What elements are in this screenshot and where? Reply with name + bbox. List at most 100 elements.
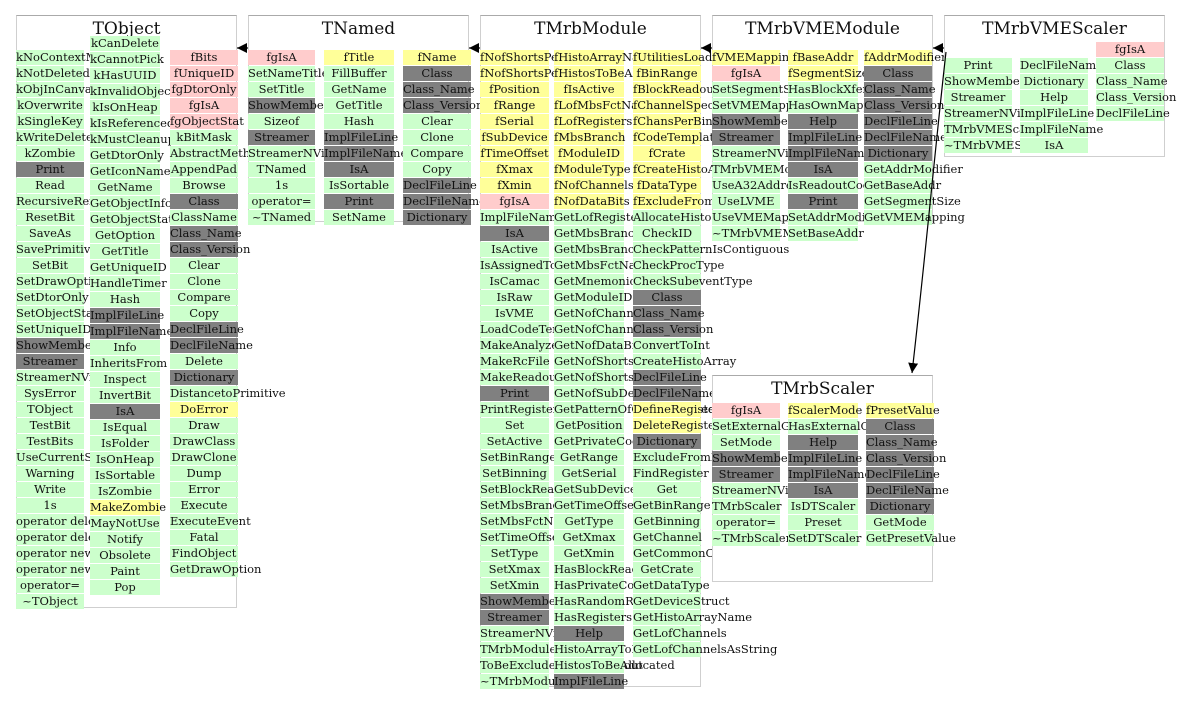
member-setactive: SetActive — [480, 434, 549, 449]
member-isonheap: IsOnHeap — [90, 452, 160, 467]
member-ftimeoffset: fTimeOffset — [480, 146, 549, 161]
member-dictionary: Dictionary — [864, 146, 932, 161]
member-showmembers: ShowMembers — [16, 338, 104, 353]
class-title: TMrbScaler — [771, 379, 874, 399]
member-fgisa: fgIsA — [712, 66, 780, 81]
member-getname: GetName — [90, 180, 160, 195]
member-fsegmentsize: fSegmentSize — [788, 66, 869, 81]
member-fbinrange: fBinRange — [633, 66, 701, 81]
member-notify: Notify — [90, 532, 160, 547]
member-column: fName Class Class_Name Class_Version Clear Cl… — [403, 50, 486, 226]
member-class-name: Class_Name — [170, 226, 242, 241]
member-setsegmentsize: SetSegmentSize — [712, 82, 808, 97]
member-tnamed: TNamed — [248, 162, 315, 177]
member-declfileline: DeclFileLine — [1096, 106, 1170, 121]
member-kisonheap: kIsOnHeap — [90, 100, 160, 115]
member-testbits: TestBits — [16, 434, 84, 449]
member-help: Help — [1020, 90, 1088, 105]
member-iscamac: IsCamac — [480, 274, 549, 289]
member-findobject: FindObject — [170, 546, 238, 561]
member-getxmin: GetXmin — [554, 546, 624, 561]
member-drawclass: DrawClass — [170, 434, 238, 449]
member-column: fBaseAddr fSegmentSize HasBlockXfer HasOwnM… — [788, 50, 889, 242]
member-column: fScalerMode HasExternalGate Help ImplFileLi… — [788, 403, 889, 547]
member-fbits: fBits — [170, 50, 238, 65]
member-koverwrite: kOverwrite — [16, 98, 84, 113]
member-gethistoarrayname: GetHistoArrayName — [633, 610, 753, 625]
member-class-name: Class_Name — [1096, 74, 1168, 89]
member-settimeoffset: SetTimeOffset — [480, 530, 564, 545]
member-class-version: Class_Version — [170, 242, 251, 257]
member-tmrbscaler: TMrbScaler — [712, 499, 782, 514]
member-allocatehistograms: AllocateHistograms — [633, 210, 748, 225]
member-fhistostobeallocated: fHistosToBeAllocated — [554, 66, 679, 81]
member-class-name: Class_Name — [864, 82, 936, 97]
member-tmrbvmemodule: TMrbVMEModule — [712, 162, 817, 177]
member-column: fgIsA Class Class_Name Class_Version DeclFil… — [1096, 42, 1176, 122]
member-showmembers: ShowMembers — [480, 594, 568, 609]
member-implfilename: ImplFileName — [1020, 122, 1104, 137]
member-tobject: ~TObject — [16, 594, 84, 609]
member-declfileline: DeclFileLine — [403, 178, 477, 193]
member-settitle: SetTitle — [248, 82, 315, 97]
member-operator-new: operator new[] — [16, 562, 104, 577]
member-class-name: Class_Name — [403, 82, 475, 97]
member-class: Class — [866, 419, 934, 434]
member-warning: Warning — [16, 466, 84, 481]
member-hash: Hash — [90, 292, 160, 307]
member-createhistoarray: CreateHistoArray — [633, 354, 737, 369]
member-declfileline: DeclFileLine — [633, 370, 707, 385]
member-setexternalgate: SetExternalGate — [712, 419, 809, 434]
member-fscalermode: fScalerMode — [788, 403, 863, 418]
member-makercfile: MakeRcFile — [480, 354, 550, 369]
member-getnofshortsperchannel: GetNofShortsPerChannel — [554, 354, 702, 369]
member-setdrawoption: SetDrawOption — [16, 274, 107, 289]
member-declfileline: DeclFileLine — [864, 114, 938, 129]
member-declfilename: DeclFileName — [864, 130, 947, 145]
member-fgobjectstat: fgObjectStat — [170, 114, 244, 129]
member-fserial: fSerial — [480, 114, 549, 129]
member-setxmin: SetXmin — [480, 578, 549, 593]
member-hasrandomreadout: HasRandomReadout — [554, 594, 674, 609]
member-ksinglekey: kSingleKey — [16, 114, 84, 129]
member-getlofchannelsasstring: GetLofChannelsAsString — [633, 642, 778, 657]
member-class-name: Class_Name — [866, 435, 938, 450]
member-getserial: GetSerial — [554, 466, 624, 481]
member-pop: Pop — [90, 580, 160, 595]
member-getnofchannels: GetNofChannels — [554, 306, 651, 321]
member-funiqueid: fUniqueID — [170, 66, 238, 81]
member-help: Help — [788, 435, 858, 450]
class-title: TNamed — [321, 19, 396, 39]
member-isassignedtobranch: IsAssignedToBranch — [480, 258, 599, 273]
member-fgisa: fgIsA — [480, 194, 549, 209]
member-fxmin: fXmin — [480, 178, 549, 193]
member-saveprimitive: SavePrimitive — [16, 242, 98, 257]
member-fblockreadout: fBlockReadout — [633, 82, 719, 97]
member-clear: Clear — [403, 114, 471, 129]
member-streamer: Streamer — [16, 354, 84, 369]
member-declfilename: DeclFileName — [1020, 58, 1103, 73]
member-isa: IsA — [788, 162, 858, 177]
member-setxmax: SetXmax — [480, 562, 549, 577]
member-hasexternalgate: HasExternalGate — [788, 419, 889, 434]
member-fpresetvalue: fPresetValue — [866, 403, 940, 418]
member-declfilename: DeclFileName — [403, 194, 486, 209]
member-class-version: Class_Version — [403, 98, 484, 113]
member-set: Set — [480, 418, 549, 433]
member-checksubeventtype: CheckSubeventType — [633, 274, 753, 289]
member-getmode: GetMode — [866, 515, 934, 530]
member-israw: IsRaw — [480, 290, 549, 305]
member-saveas: SaveAs — [16, 226, 84, 241]
member-column: fAddrModifier Class Class_Name Class_Versio… — [864, 50, 965, 226]
member-operator: operator= — [16, 578, 84, 593]
member-issortable: IsSortable — [324, 178, 394, 193]
member-syserror: SysError — [16, 386, 84, 401]
member-isa: IsA — [480, 226, 549, 241]
member-setobjectstat: SetObjectStat — [16, 306, 98, 321]
member-iszombie: IsZombie — [90, 484, 160, 499]
member-getprivatecodefile: GetPrivateCodeFile — [554, 434, 669, 449]
member-fmbsbranch: fMbsBranch — [554, 130, 626, 145]
member-tmrbvmescaler: ~TMrbVMEScaler — [944, 138, 1052, 153]
member-kinvalidobject: kInvalidObject — [90, 84, 176, 99]
class-title: TMrbModule — [534, 19, 647, 39]
